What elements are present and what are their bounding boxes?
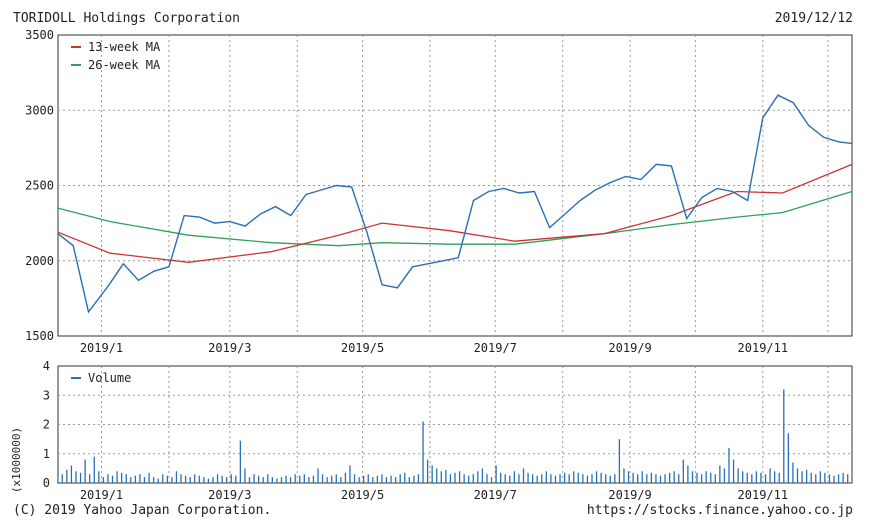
- price-grid: [58, 35, 852, 336]
- price-y-tick-label: 3500: [25, 28, 54, 42]
- volume-plot-area: [57, 365, 853, 484]
- volume-y-tick-label: 1: [43, 447, 50, 461]
- volume-x-tick-label: 2019/5: [341, 488, 384, 502]
- legend-label-volume: Volume: [88, 371, 131, 385]
- chart-date: 2019/12/12: [774, 11, 853, 26]
- volume-y-tick-label: 0: [43, 476, 50, 490]
- price-x-tick-label: 2019/1: [80, 341, 123, 355]
- volume-axis-label: (x1000000): [10, 427, 23, 493]
- copyright-text: (C) 2019 Yahoo Japan Corporation.: [13, 503, 272, 518]
- price-y-tick-label: 3000: [25, 103, 54, 117]
- legend-label-ma26: 26-week MA: [88, 58, 161, 72]
- price-x-tick-label: 2019/3: [208, 341, 251, 355]
- price-y-tick-label: 1500: [25, 329, 54, 343]
- volume-grid: [58, 366, 852, 483]
- volume-y-tick-label: 4: [43, 359, 50, 373]
- volume-x-tick-label: 2019/9: [608, 488, 651, 502]
- series-line-ma26: [57, 190, 853, 247]
- volume-y-tick-label: 2: [43, 418, 50, 432]
- volume-y-tick-label: 3: [43, 388, 50, 402]
- price-x-tick-label: 2019/5: [341, 341, 384, 355]
- volume-x-tick-label: 2019/11: [738, 488, 789, 502]
- price-x-ticks: 2019/1 2019/3 2019/5 2019/7 2019/9 2019/11: [80, 341, 788, 355]
- price-plot-area: [57, 34, 853, 337]
- volume-legend: Volume: [71, 371, 131, 385]
- volume-x-tick-label: 2019/3: [208, 488, 251, 502]
- price-x-tick-label: 2019/11: [738, 341, 789, 355]
- source-link[interactable]: https://stocks.finance.yahoo.co.jp: [586, 503, 853, 518]
- price-y-tick-label: 2500: [25, 179, 54, 193]
- price-y-tick-label: 2000: [25, 254, 54, 268]
- volume-bars: [61, 389, 849, 483]
- price-x-tick-label: 2019/7: [474, 341, 517, 355]
- price-y-ticks: 1500 2000 2500 3000 3500: [25, 28, 54, 343]
- price-legend: 13-week MA 26-week MA: [71, 40, 161, 72]
- series-line-price: [57, 94, 853, 314]
- volume-x-tick-label: 2019/1: [80, 488, 123, 502]
- volume-x-tick-label: 2019/7: [474, 488, 517, 502]
- series-line-ma13: [57, 163, 853, 263]
- chart-title: TORIDOLL Holdings Corporation: [13, 11, 240, 26]
- volume-x-ticks: 2019/1 2019/3 2019/5 2019/7 2019/9 2019/11: [80, 488, 788, 502]
- legend-label-ma13: 13-week MA: [88, 40, 161, 54]
- price-x-tick-label: 2019/9: [608, 341, 651, 355]
- volume-y-ticks: 0 1 2 3 4: [43, 359, 50, 490]
